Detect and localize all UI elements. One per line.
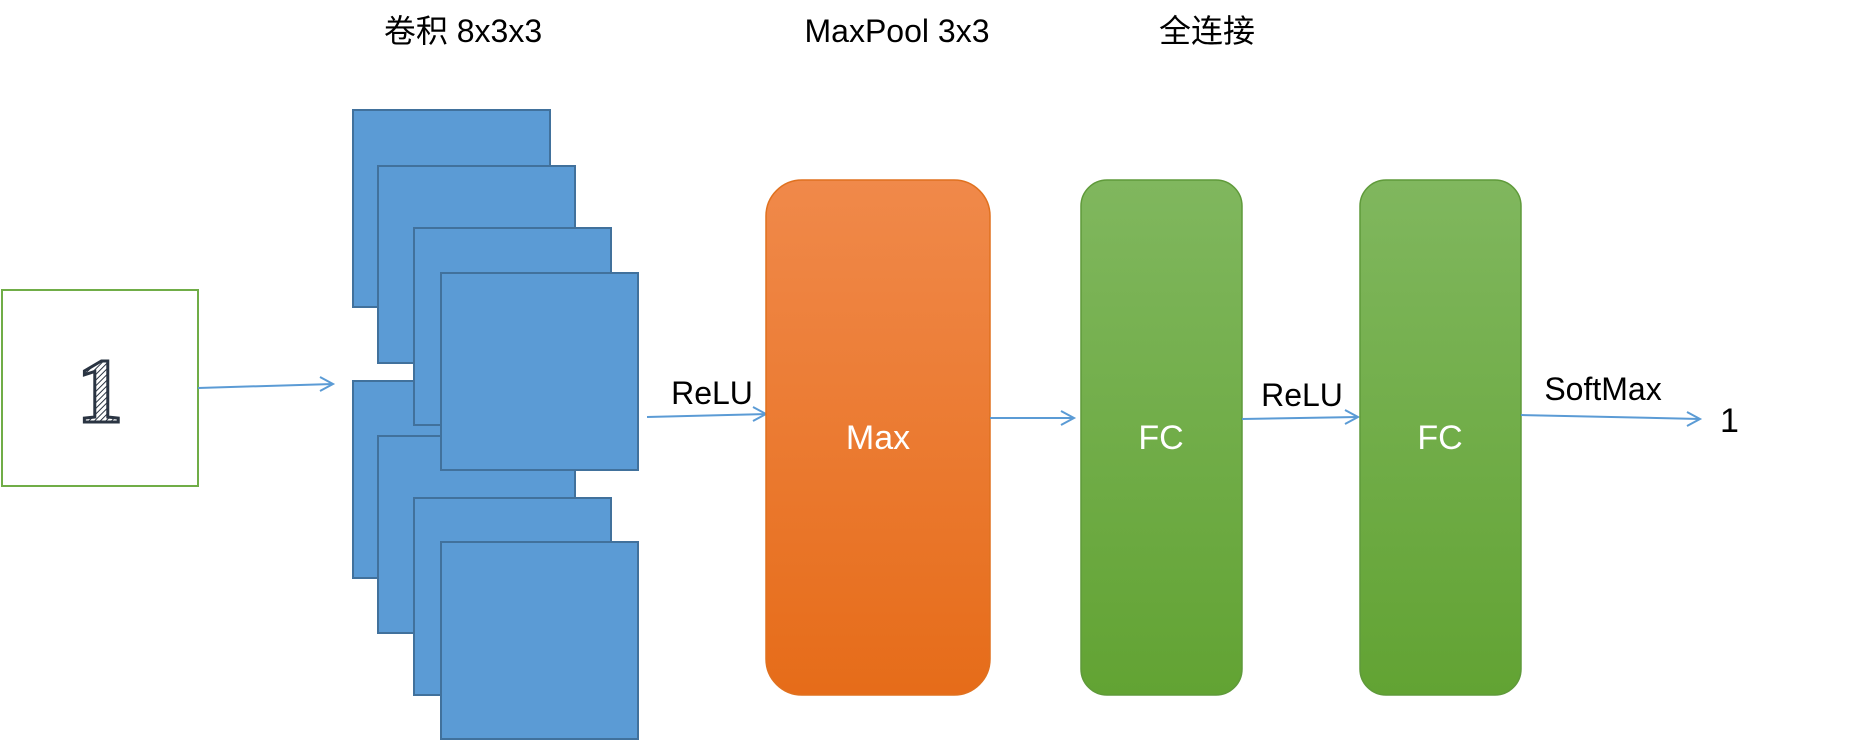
edge-label-softmax: SoftMax <box>1544 371 1661 407</box>
arrow-fc2-to-output <box>1520 411 1703 427</box>
maxpool-rect <box>765 179 991 696</box>
feature-map <box>440 541 639 740</box>
header-convolution: 卷积 8x3x3 <box>384 13 542 49</box>
output-value: 1 <box>1720 402 1739 440</box>
feature-map <box>440 272 639 471</box>
fc-label-2: FC <box>1417 419 1462 457</box>
header-fully-connected: 全连接 <box>1159 13 1255 49</box>
fc-block-1: FC <box>1080 179 1243 696</box>
input-box <box>1 289 199 487</box>
arrow-input-to-conv <box>197 376 336 392</box>
fc-block-2: FC <box>1359 179 1522 696</box>
input-image: 1 <box>1 289 199 487</box>
fc-rect-2 <box>1359 179 1522 696</box>
input-digit: 1 <box>77 340 123 442</box>
fc-label-1: FC <box>1138 419 1183 457</box>
arrow-max-to-fc1 <box>990 410 1077 426</box>
edge-label-relu-2: ReLU <box>1261 377 1343 413</box>
maxpool-label: Max <box>846 419 910 457</box>
edge-label-relu-1: ReLU <box>671 375 753 411</box>
conv-feature-maps <box>352 109 639 740</box>
maxpool-block: Max <box>765 179 991 696</box>
arrow-fc1-to-fc2 <box>1241 409 1361 425</box>
fc-rect-1 <box>1080 179 1243 696</box>
header-maxpool: MaxPool 3x3 <box>805 13 990 49</box>
